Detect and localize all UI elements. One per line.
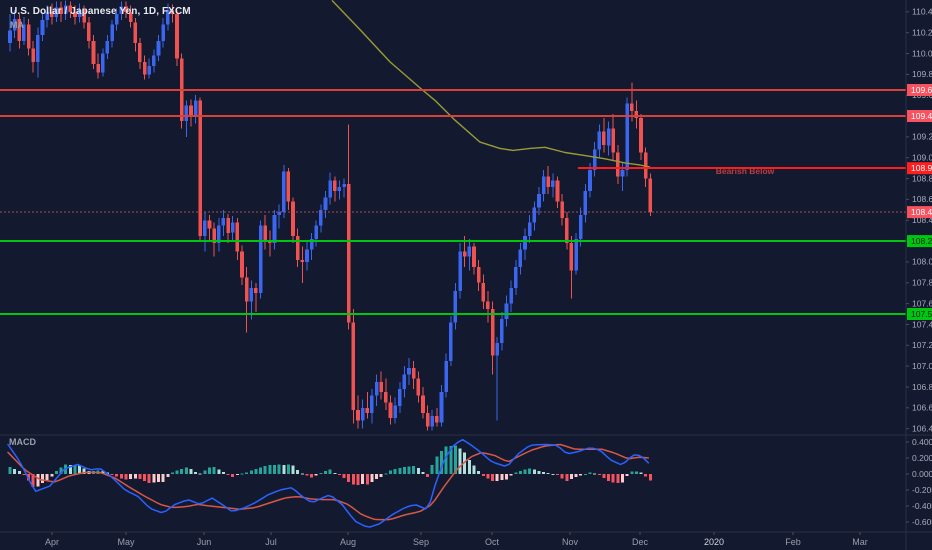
price-tick-label: 110.200 (912, 28, 932, 38)
macd-line (7, 438, 650, 528)
price-chip-label: 108.200 (911, 236, 932, 246)
level-lines[interactable] (0, 89, 906, 315)
price-tick-label: 109.800 (912, 69, 932, 79)
price-chip-108.478 (907, 206, 932, 219)
macd-tick-label: -0.600 (912, 517, 932, 527)
price-tick-label: 109.000 (912, 153, 932, 163)
price-tick-label: 109.200 (912, 132, 932, 142)
macd-histogram (8, 445, 652, 487)
price-tick-label: 108.600 (912, 194, 932, 204)
price-chip-label: 109.400 (911, 111, 932, 121)
price-chip-109.400 (907, 110, 932, 122)
price-tick-label: 106.800 (912, 382, 932, 392)
time-tick-Oct: Oct (485, 537, 500, 547)
macd-indicator-label[interactable]: MACD (9, 437, 36, 447)
time-tick-Dec: Dec (632, 537, 649, 547)
price-chip-107.500 (907, 308, 932, 320)
macd-tick-label: -0.200 (912, 485, 932, 495)
symbol-title[interactable]: U.S. Dollar / Japanese Yen, 1D, FXCM (10, 6, 191, 17)
price-tick-label: 108.400 (912, 215, 932, 225)
price-tick-label: 110.400 (912, 7, 932, 17)
price-axis[interactable]: 110.400110.200110.000109.800109.600109.2… (906, 7, 932, 527)
price-tick-label: 107.600 (912, 298, 932, 308)
price-chip-label: 108.478 (911, 207, 932, 217)
time-tick-Aug: Aug (340, 537, 356, 547)
price-tick-label: 110.000 (912, 48, 932, 58)
price-tick-label: 107.800 (912, 278, 932, 288)
time-tick-Jul: Jul (265, 537, 277, 547)
time-tick-Apr: Apr (45, 537, 59, 547)
time-tick-Nov: Nov (562, 537, 579, 547)
macd-tick-label: 0.400 (912, 437, 932, 447)
price-tick-label: 106.400 (912, 424, 932, 434)
price-tick-label: 108.000 (912, 257, 932, 267)
price-chip-108.200 (907, 235, 932, 248)
price-tick-label: 107.200 (912, 340, 932, 350)
time-tick-May: May (117, 537, 135, 547)
price-tick-label: 106.600 (912, 403, 932, 413)
macd-tick-label: -0.400 (912, 501, 932, 511)
ma-indicator-label[interactable]: MA (10, 20, 24, 30)
price-chip-label: 109.650 (911, 85, 932, 95)
price-chip-109.650 (907, 84, 932, 96)
price-chip-108.900 (907, 162, 932, 175)
ma-line[interactable] (331, 0, 651, 168)
time-tick-Mar: Mar (852, 537, 868, 547)
time-axis[interactable]: Apr May Jun Jul Aug Sep Oct Nov Dec 2020 Feb Mar (45, 532, 868, 547)
time-tick-2020: 2020 (704, 537, 724, 547)
price-tick-label: 108.800 (912, 173, 932, 183)
price-chip-label: 107.500 (911, 309, 932, 319)
price-tick-label: 107.000 (912, 361, 932, 371)
time-tick-Jun: Jun (197, 537, 212, 547)
macd-signal-line (7, 443, 650, 521)
price-chip-label: 108.900 (911, 163, 932, 173)
time-tick-Feb: Feb (785, 537, 801, 547)
bearish-below-annotation: Bearish Below (715, 166, 775, 176)
macd-tick-label: 0.200 (912, 453, 932, 463)
price-tick-label: 107.400 (912, 319, 932, 329)
time-tick-Sep: Sep (413, 537, 429, 547)
macd-tick-label: 0.000 (912, 469, 932, 479)
